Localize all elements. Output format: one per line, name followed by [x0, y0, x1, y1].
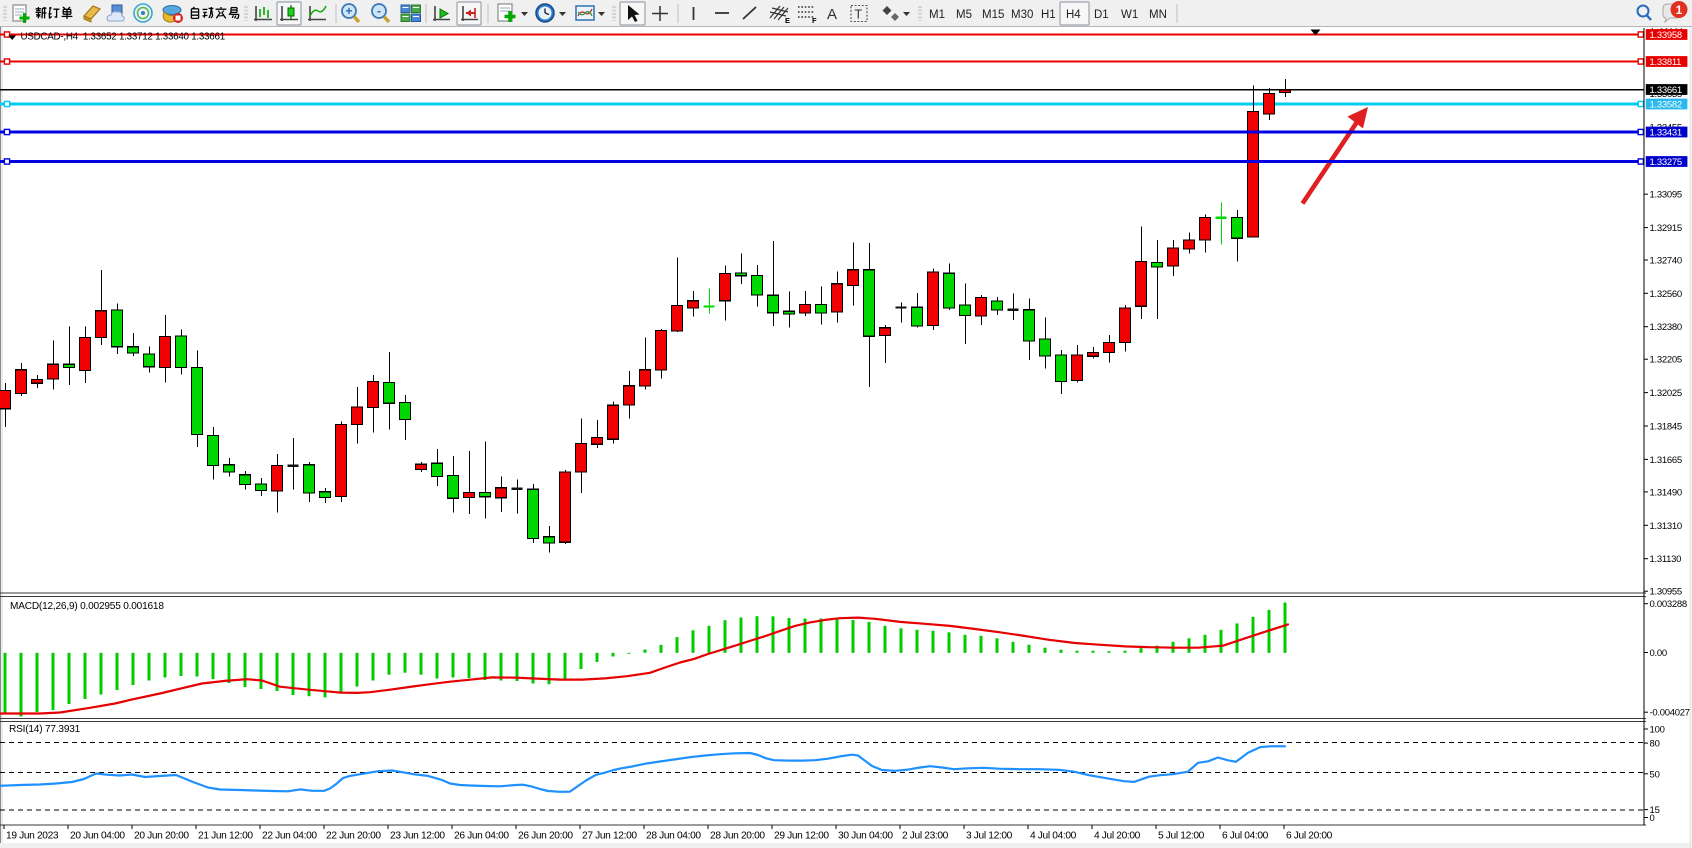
svg-text:19 Jun 2023: 19 Jun 2023: [6, 831, 59, 842]
svg-text:26 Jun 04:00: 26 Jun 04:00: [454, 831, 509, 842]
svg-text:1.32915: 1.32915: [1650, 223, 1682, 234]
svg-text:28 Jun 20:00: 28 Jun 20:00: [710, 831, 765, 842]
svg-text:F: F: [812, 16, 817, 25]
svg-text:1.32740: 1.32740: [1650, 256, 1682, 267]
svg-text:H4: H4: [1066, 9, 1081, 21]
svg-text:MN: MN: [1149, 9, 1167, 21]
svg-text:6 Jul 04:00: 6 Jul 04:00: [1222, 831, 1269, 842]
svg-text:D1: D1: [1094, 9, 1109, 21]
svg-text:M1: M1: [929, 9, 945, 21]
svg-text:3 Jul 12:00: 3 Jul 12:00: [966, 831, 1013, 842]
svg-text:-0.004027: -0.004027: [1650, 708, 1690, 719]
svg-text:M5: M5: [956, 9, 972, 21]
svg-text:1.33661: 1.33661: [1650, 85, 1682, 96]
svg-text:-: -: [377, 4, 381, 18]
svg-text:M15: M15: [982, 9, 1004, 21]
svg-text:+: +: [345, 4, 352, 18]
svg-text:27 Jun 12:00: 27 Jun 12:00: [582, 831, 637, 842]
svg-text:80: 80: [1650, 739, 1660, 750]
svg-text:4 Jul 20:00: 4 Jul 20:00: [1094, 831, 1141, 842]
svg-text:1.33275: 1.33275: [1650, 157, 1682, 168]
svg-text:1.33811: 1.33811: [1650, 57, 1682, 68]
svg-text:1.31310: 1.31310: [1650, 521, 1682, 532]
svg-text:0.00: 0.00: [1650, 648, 1667, 659]
svg-text:RSI(14) 77.3931: RSI(14) 77.3931: [9, 724, 81, 735]
svg-text:29 Jun 12:00: 29 Jun 12:00: [774, 831, 829, 842]
svg-text:1.33958: 1.33958: [1650, 30, 1682, 41]
svg-text:26 Jun 20:00: 26 Jun 20:00: [518, 831, 573, 842]
svg-text:23 Jun 12:00: 23 Jun 12:00: [390, 831, 445, 842]
svg-text:28 Jun 04:00: 28 Jun 04:00: [646, 831, 701, 842]
svg-text:30 Jun 04:00: 30 Jun 04:00: [838, 831, 893, 842]
svg-text:M30: M30: [1011, 9, 1033, 21]
svg-text:22 Jun 20:00: 22 Jun 20:00: [326, 831, 381, 842]
svg-text:20 Jun 20:00: 20 Jun 20:00: [134, 831, 189, 842]
svg-text:5 Jul 12:00: 5 Jul 12:00: [1158, 831, 1205, 842]
svg-text:1.32560: 1.32560: [1650, 289, 1682, 300]
svg-text:1: 1: [1676, 3, 1683, 17]
svg-text:50: 50: [1650, 769, 1660, 780]
svg-text:0.003288: 0.003288: [1650, 599, 1687, 610]
svg-text:100: 100: [1650, 725, 1665, 736]
svg-text:1.33582: 1.33582: [1650, 100, 1682, 111]
svg-text:T: T: [855, 8, 863, 22]
svg-text:1.32205: 1.32205: [1650, 355, 1682, 366]
svg-text:6 Jul 20:00: 6 Jul 20:00: [1286, 831, 1333, 842]
svg-text:W1: W1: [1121, 9, 1138, 21]
svg-text:1.33095: 1.33095: [1650, 190, 1682, 201]
svg-text:21 Jun 12:00: 21 Jun 12:00: [198, 831, 253, 842]
svg-text:1.32380: 1.32380: [1650, 322, 1682, 333]
svg-text:4 Jul 04:00: 4 Jul 04:00: [1030, 831, 1077, 842]
svg-text:0: 0: [1650, 813, 1655, 824]
svg-text:H1: H1: [1041, 9, 1056, 21]
svg-text:1.33431: 1.33431: [1650, 128, 1682, 139]
svg-text:15: 15: [1650, 805, 1660, 816]
svg-text:1.30955: 1.30955: [1650, 587, 1682, 598]
svg-text:22 Jun 04:00: 22 Jun 04:00: [262, 831, 317, 842]
svg-text:1.31490: 1.31490: [1650, 487, 1682, 498]
svg-text:MACD(12,26,9) 0.002955 0.00161: MACD(12,26,9) 0.002955 0.001618: [10, 601, 164, 612]
svg-text:USDCAD-,H4 1.33652 1.33712 1.: USDCAD-,H4 1.33652 1.33712 1.33640 1.336…: [21, 32, 225, 43]
svg-text:1.31665: 1.31665: [1650, 455, 1682, 466]
svg-text:1.32025: 1.32025: [1650, 388, 1682, 399]
svg-text:1.31130: 1.31130: [1650, 554, 1682, 565]
svg-text:E: E: [785, 16, 790, 25]
svg-text:2 Jul 23:00: 2 Jul 23:00: [902, 831, 949, 842]
svg-text:20 Jun 04:00: 20 Jun 04:00: [70, 831, 125, 842]
svg-text:1.31845: 1.31845: [1650, 422, 1682, 433]
svg-text:A: A: [827, 6, 837, 23]
